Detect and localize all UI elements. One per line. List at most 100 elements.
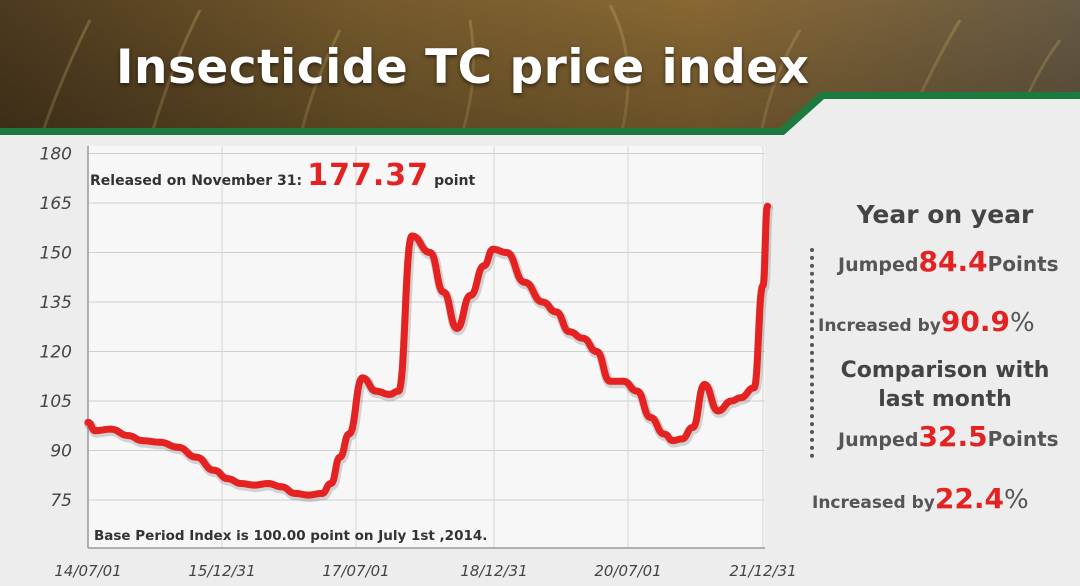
data-point (395, 387, 402, 395)
y-tick-label: 135 (40, 293, 72, 313)
data-point (91, 427, 99, 435)
mom-increased-value: 22.4 (934, 482, 1004, 515)
data-point (359, 374, 366, 382)
data-point (327, 480, 335, 487)
data-point (467, 291, 474, 299)
panel-divider (810, 248, 814, 458)
chart-axes: 75 90 105 120 135 150 165 180 14/07/01 15/12/31 17… (40, 145, 797, 581)
data-point (759, 282, 767, 289)
data-point (345, 430, 353, 438)
data-point (426, 249, 434, 256)
data-point (489, 245, 497, 253)
data-point (701, 381, 708, 388)
data-point (336, 453, 344, 461)
y-tick-label: 90 (50, 442, 72, 462)
data-point (480, 262, 488, 270)
data-point (714, 407, 722, 415)
yoy-increased-value: 90.9 (940, 305, 1010, 338)
data-point (728, 397, 735, 405)
mom-heading-line1: Comparison with (840, 358, 1050, 383)
data-point (539, 298, 546, 306)
data-point (192, 453, 200, 461)
data-point (521, 278, 528, 286)
data-point (737, 394, 744, 402)
yoy-heading: Year on year (856, 200, 1034, 229)
yoy-jumped: Jumped84.4Points (838, 245, 1059, 278)
data-point (689, 423, 697, 431)
x-tick-label: 17/07/01 (322, 562, 389, 580)
y-tick-label: 120 (40, 343, 72, 363)
data-point (453, 324, 461, 332)
plot-area (88, 146, 765, 548)
chart-title: Insecticide TC price index (116, 40, 810, 95)
mom-increased: Increased by22.4% (812, 482, 1029, 515)
mom-jumped-label: Jumped (838, 429, 919, 451)
y-tick-label: 105 (40, 392, 72, 412)
y-tick-label: 150 (40, 244, 72, 264)
data-point (174, 443, 182, 451)
data-point (633, 387, 641, 395)
data-point (579, 334, 587, 342)
data-point (386, 390, 393, 398)
line-chart: 75 90 105 120 135 150 165 180 14/07/01 15/12/31 17… (40, 145, 797, 581)
data-point (291, 489, 299, 497)
data-point (125, 432, 132, 440)
mom-increased-label: Increased by (812, 493, 935, 513)
data-point (552, 308, 560, 316)
data-point (372, 387, 380, 395)
data-point (138, 437, 146, 445)
release-unit: point (434, 173, 476, 189)
x-tick-label: 15/12/31 (188, 562, 255, 580)
data-point (606, 377, 614, 385)
x-tick-label: 21/12/31 (729, 562, 796, 580)
data-point (660, 430, 668, 438)
data-point (210, 466, 218, 474)
data-point (224, 475, 231, 483)
release-label: Released on November 31: (90, 173, 303, 189)
data-point (750, 384, 758, 392)
mom-jumped-value: 32.5 (918, 420, 988, 453)
data-point (408, 232, 416, 240)
release-value: 177.37 (307, 158, 429, 193)
data-point (251, 481, 258, 489)
x-tick-label: 18/12/31 (460, 562, 527, 580)
yoy-increased: Increased by90.9% (818, 305, 1035, 338)
data-point (669, 437, 677, 445)
yoy-increased-unit: % (1009, 308, 1035, 338)
data-point (440, 288, 447, 296)
data-point (503, 249, 510, 256)
data-point (647, 414, 654, 421)
x-tick-label: 20/07/01 (594, 562, 661, 580)
yoy-increased-label: Increased by (818, 316, 941, 336)
data-point (620, 377, 627, 385)
data-point (593, 348, 600, 355)
data-point (264, 480, 272, 487)
data-point (318, 489, 326, 497)
release-info: Released on November 31: 177.37 point (90, 158, 475, 193)
banner-background (0, 0, 1080, 140)
base-period-note: Base Period Index is 100.00 point on Jul… (94, 528, 488, 544)
mom-jumped: Jumped32.5Points (838, 420, 1059, 453)
mom-jumped-unit: Points (987, 427, 1059, 451)
data-point (107, 425, 114, 433)
mom-heading-line2: last month (878, 387, 1012, 412)
data-point (84, 418, 92, 426)
y-tick-label: 165 (40, 194, 72, 214)
data-point (156, 438, 164, 446)
data-point (278, 483, 285, 491)
chart-grid (87, 146, 765, 548)
data-point (566, 328, 573, 336)
y-tick-label: 180 (40, 145, 72, 165)
data-point (764, 202, 771, 210)
mom-heading: Comparison with last month (820, 356, 1070, 414)
x-tick-label: 14/07/01 (54, 562, 121, 580)
data-point (237, 480, 245, 487)
data-point (305, 491, 312, 499)
yoy-jumped-value: 84.4 (918, 245, 988, 278)
yoy-jumped-unit: Points (987, 252, 1059, 276)
mom-increased-unit: % (1003, 485, 1029, 515)
data-point (678, 435, 686, 443)
chart-series (84, 202, 774, 503)
yoy-jumped-label: Jumped (838, 254, 919, 276)
y-tick-label: 75 (50, 491, 72, 511)
